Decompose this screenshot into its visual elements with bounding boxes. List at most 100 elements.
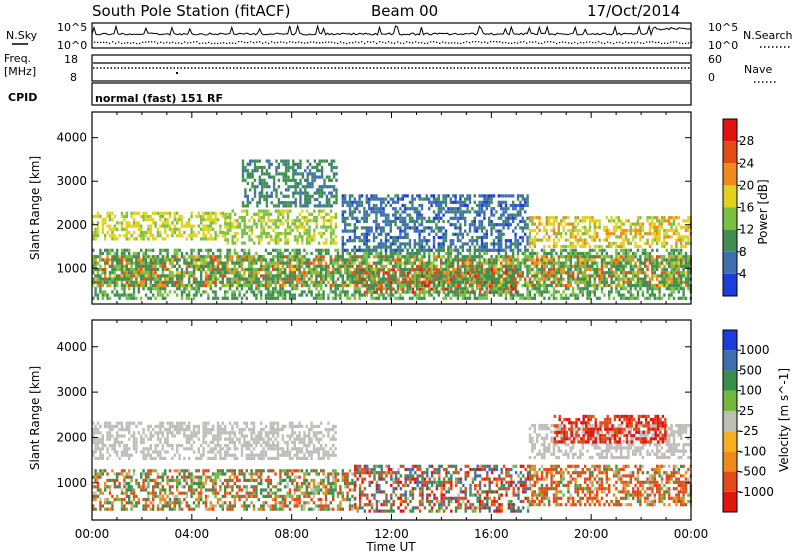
- power-cell: [267, 287, 269, 290]
- power-cell: [582, 290, 584, 293]
- power-cell: [469, 252, 471, 255]
- power-cell: [212, 221, 214, 224]
- power-cell: [459, 258, 461, 261]
- power-cell: [469, 255, 471, 258]
- power-cell: [680, 252, 682, 255]
- power-cell: [152, 249, 154, 252]
- power-cell: [332, 229, 334, 232]
- power-cell: [678, 265, 680, 268]
- power-cell: [145, 278, 147, 281]
- power-cell: [335, 222, 337, 225]
- power-cell: [318, 265, 320, 268]
- power-cell: [555, 284, 557, 287]
- power-cell: [656, 265, 658, 268]
- power-cell: [109, 252, 111, 255]
- power-cell: [313, 232, 315, 235]
- power-cell: [452, 262, 454, 265]
- power-cell: [207, 284, 209, 287]
- power-cell: [210, 258, 212, 261]
- power-cell: [651, 278, 653, 281]
- power-cell: [646, 252, 648, 255]
- power-cell: [138, 252, 140, 255]
- power-cell: [275, 238, 277, 241]
- power-cell: [254, 195, 256, 198]
- power-cell: [450, 249, 452, 252]
- power-cell: [452, 294, 454, 297]
- power-cell: [493, 287, 495, 290]
- power-cell: [406, 281, 408, 284]
- power-cell: [406, 258, 408, 261]
- power-cell: [315, 287, 317, 290]
- power-cell: [104, 234, 106, 237]
- power-cell: [507, 274, 509, 277]
- power-cell: [589, 252, 591, 255]
- noise-search-dot: [157, 43, 158, 44]
- power-cell: [630, 255, 632, 258]
- power-cell: [565, 284, 567, 287]
- power-cell: [207, 281, 209, 284]
- power-cell: [314, 179, 316, 182]
- power-cell: [368, 252, 370, 255]
- power-cell: [186, 297, 188, 300]
- power-cell: [202, 262, 204, 265]
- power-cell: [579, 265, 581, 268]
- power-cell: [236, 219, 238, 222]
- power-cell: [121, 265, 123, 268]
- power-cell: [337, 255, 339, 258]
- power-cell: [265, 232, 267, 235]
- power-cell: [409, 262, 411, 265]
- power-cell: [301, 274, 303, 277]
- power-cell: [193, 265, 195, 268]
- power-cell: [526, 284, 528, 287]
- power-cell: [675, 268, 677, 271]
- power-cell: [363, 278, 365, 281]
- power-cell: [287, 179, 289, 182]
- power-cell: [212, 228, 214, 231]
- power-cell: [459, 281, 461, 284]
- power-cell: [601, 278, 603, 281]
- power-cell: [128, 258, 130, 261]
- power-cell: [490, 278, 492, 281]
- power-cell: [644, 281, 646, 284]
- power-cell: [135, 252, 137, 255]
- power-cell: [320, 268, 322, 271]
- power-cell: [332, 216, 334, 219]
- power-cell: [162, 249, 164, 252]
- power-cell: [297, 182, 299, 185]
- power-cell: [378, 281, 380, 284]
- power-cell: [354, 268, 356, 271]
- power-cell: [244, 232, 246, 235]
- power-cell: [99, 278, 101, 281]
- power-cell: [307, 195, 309, 198]
- power-cell: [159, 281, 161, 284]
- power-cell: [543, 255, 545, 258]
- power-cell: [435, 258, 437, 261]
- power-cell: [536, 274, 538, 277]
- power-cell: [285, 179, 287, 182]
- power-cell: [193, 274, 195, 277]
- power-cell: [373, 274, 375, 277]
- noise-search-dot: [370, 42, 371, 43]
- power-cell: [282, 271, 284, 274]
- power-cell: [104, 294, 106, 297]
- power-cell: [570, 284, 572, 287]
- power-cell: [303, 271, 305, 274]
- noise-search-dot: [409, 42, 410, 43]
- power-cell: [678, 287, 680, 290]
- noise-search-dot: [400, 42, 401, 43]
- power-cell: [318, 232, 320, 235]
- power-cell: [613, 265, 615, 268]
- power-cell: [608, 294, 610, 297]
- power-cell: [219, 212, 221, 215]
- power-cell: [210, 271, 212, 274]
- power-cell: [273, 179, 275, 182]
- power-cell: [121, 262, 123, 265]
- power-cell: [668, 297, 670, 300]
- noise-search-dot: [343, 42, 344, 43]
- power-cell: [601, 255, 603, 258]
- noise-search-dot: [493, 41, 494, 42]
- power-cell: [567, 265, 569, 268]
- power-cell: [675, 265, 677, 268]
- power-cell: [433, 252, 435, 255]
- power-cell: [363, 294, 365, 297]
